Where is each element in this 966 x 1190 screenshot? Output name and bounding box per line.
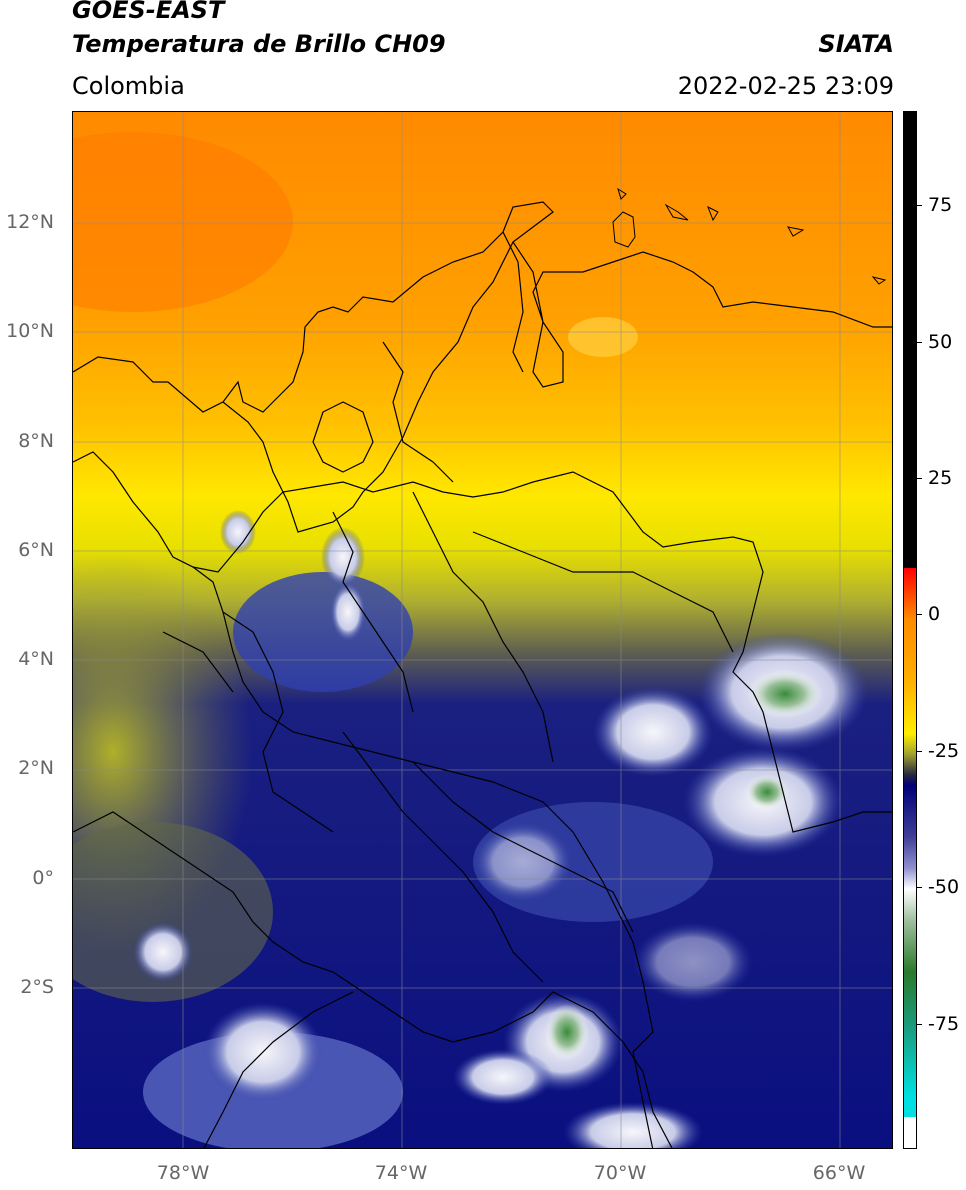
lon-label: 78°W: [156, 1162, 210, 1184]
colorbar-label: -50: [928, 876, 960, 898]
lon-label: 70°W: [593, 1162, 647, 1184]
graticule: [73, 112, 892, 1148]
lat-label: 4°N: [18, 648, 54, 670]
lon-label: 66°W: [812, 1162, 866, 1184]
political-boundaries: [73, 201, 892, 1148]
lat-label: 2°S: [20, 976, 54, 998]
lat-label: 2°N: [18, 757, 54, 779]
colorbar-label: 75: [928, 194, 953, 216]
lat-label: 10°N: [6, 320, 54, 342]
brightness-temperature-map: [72, 111, 893, 1149]
region-label: Colombia: [72, 72, 185, 100]
datetime-label: 2022-02-25 23:09: [677, 72, 894, 100]
title-satellite: GOES-EAST: [72, 0, 225, 24]
lat-label: 6°N: [18, 539, 54, 561]
colorbar-label: -75: [928, 1013, 960, 1035]
brand-label: SIATA: [818, 30, 894, 58]
colorbar-label: 25: [928, 467, 953, 489]
lat-label: 0°: [32, 867, 54, 889]
lon-label: 74°W: [374, 1162, 428, 1184]
lat-label: 8°N: [18, 430, 54, 452]
colorbar-label: 50: [928, 331, 953, 353]
title-product: Temperatura de Brillo CH09: [72, 30, 446, 58]
colorbar-label: -25: [928, 740, 960, 762]
lat-label: 12°N: [6, 211, 54, 233]
colorbar-label: 0: [928, 603, 941, 625]
islands: [612, 187, 887, 285]
colorbar: [903, 111, 917, 1149]
